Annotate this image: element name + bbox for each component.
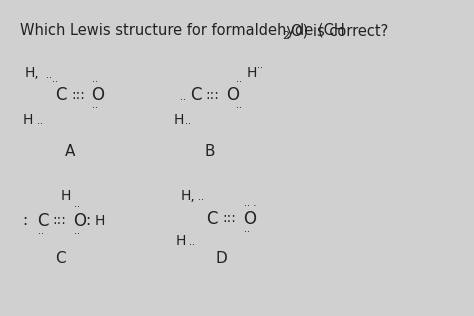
Text: ··: ··: [244, 201, 250, 211]
Text: A: A: [65, 144, 75, 159]
Text: ··: ··: [92, 77, 98, 87]
Text: ··: ··: [74, 203, 80, 212]
Text: C: C: [206, 210, 218, 228]
Text: H: H: [95, 214, 105, 228]
Text: ··: ··: [185, 119, 191, 130]
Text: 2: 2: [282, 31, 289, 41]
Text: O) is correct?: O) is correct?: [291, 23, 388, 38]
Text: H: H: [23, 113, 33, 127]
Text: O: O: [243, 210, 255, 228]
Text: ··: ··: [198, 195, 204, 205]
Text: H: H: [176, 234, 186, 248]
Text: O: O: [91, 86, 104, 104]
Text: H: H: [60, 189, 71, 203]
Text: ··: ··: [36, 119, 43, 130]
Text: H: H: [173, 113, 184, 127]
Text: :::: :::: [222, 211, 236, 225]
Text: C: C: [55, 86, 67, 104]
Text: :::: :::: [71, 88, 85, 102]
Text: ··: ··: [257, 63, 263, 73]
Text: ··: ··: [189, 240, 195, 250]
Text: ··: ··: [37, 229, 44, 239]
Text: ··: ··: [244, 227, 250, 237]
Text: O: O: [226, 86, 239, 104]
Text: ·: ·: [253, 201, 256, 211]
Text: :::: :::: [52, 213, 66, 227]
Text: ··: ··: [236, 77, 242, 87]
Text: :: :: [23, 213, 27, 228]
Text: ··: ··: [181, 95, 186, 105]
Text: Which Lewis structure for formaldehyde (CH: Which Lewis structure for formaldehyde (…: [20, 23, 345, 38]
Text: ··: ··: [92, 104, 98, 113]
Text: B: B: [204, 144, 215, 159]
Text: ··: ··: [52, 77, 58, 87]
Text: H,: H,: [181, 189, 195, 203]
Text: C: C: [190, 86, 201, 104]
Text: C: C: [55, 251, 66, 266]
Text: H,: H,: [25, 66, 40, 81]
Text: C: C: [36, 212, 48, 230]
Text: ··: ··: [46, 73, 52, 83]
Text: :::: :::: [205, 88, 219, 102]
Text: O: O: [73, 212, 86, 230]
Text: D: D: [216, 251, 228, 266]
Text: :: :: [85, 213, 91, 228]
Text: ··: ··: [74, 229, 80, 239]
Text: ··: ··: [236, 104, 242, 113]
Text: H: H: [246, 66, 257, 81]
